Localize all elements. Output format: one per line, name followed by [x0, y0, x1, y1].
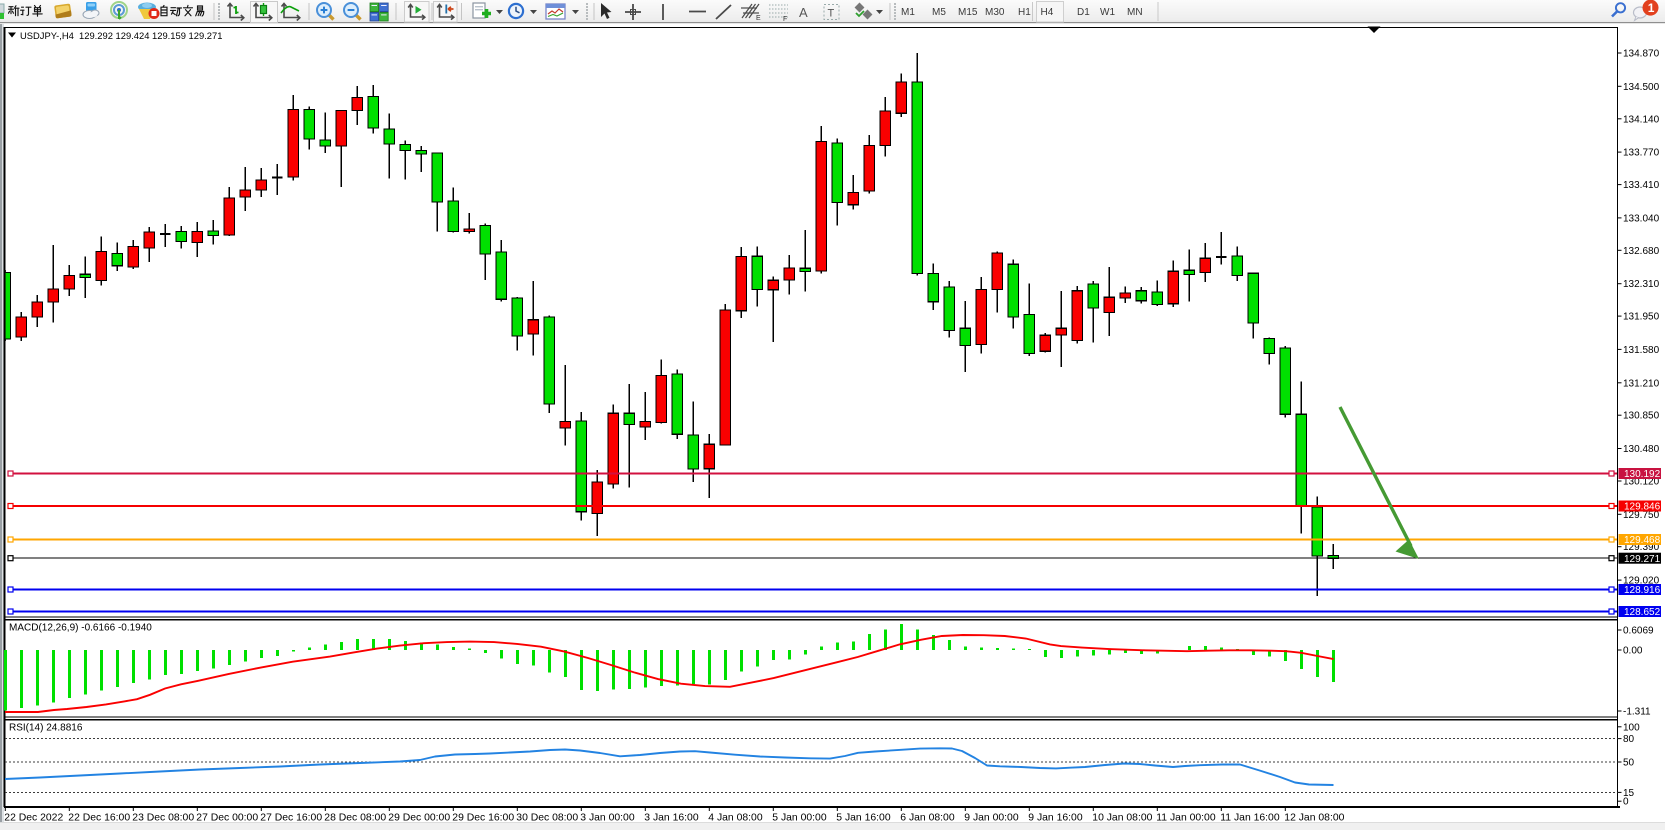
svg-text:22 Dec 16:00: 22 Dec 16:00	[68, 812, 130, 823]
svg-text:M30: M30	[985, 7, 1005, 18]
svg-text:130.120: 130.120	[1623, 477, 1660, 488]
svg-text:4 Jan 08:00: 4 Jan 08:00	[708, 812, 763, 823]
svg-text:131.950: 131.950	[1623, 312, 1660, 323]
svg-text:6 Jan 08:00: 6 Jan 08:00	[900, 812, 955, 823]
svg-text:9 Jan 00:00: 9 Jan 00:00	[964, 812, 1019, 823]
svg-text:134.500: 134.500	[1623, 82, 1660, 93]
svg-text:11 Jan 00:00: 11 Jan 00:00	[1156, 812, 1216, 823]
svg-text:M15: M15	[958, 7, 978, 18]
svg-text:A: A	[799, 5, 808, 20]
svg-text:29 Dec 16:00: 29 Dec 16:00	[452, 812, 514, 823]
svg-text:USDJPY-,H4 129.292 129.424 12: USDJPY-,H4 129.292 129.424 129.159 129.2…	[20, 30, 222, 41]
svg-text:3 Jan 00:00: 3 Jan 00:00	[580, 812, 635, 823]
svg-text:0.6069: 0.6069	[1623, 626, 1654, 637]
svg-text:12 Jan 08:00: 12 Jan 08:00	[1284, 812, 1344, 823]
svg-text:133.770: 133.770	[1623, 148, 1660, 159]
svg-text:T: T	[828, 8, 835, 20]
svg-text:MACD(12,26,9) -0.6166 -0.1940: MACD(12,26,9) -0.6166 -0.1940	[9, 623, 152, 634]
svg-text:9 Jan 16:00: 9 Jan 16:00	[1028, 812, 1083, 823]
svg-text:10 Jan 08:00: 10 Jan 08:00	[1092, 812, 1152, 823]
svg-text:MN: MN	[1127, 7, 1143, 18]
svg-text:3 Jan 16:00: 3 Jan 16:00	[644, 812, 699, 823]
svg-text:W1: W1	[1100, 7, 1115, 18]
svg-text:22 Dec 2022: 22 Dec 2022	[4, 812, 63, 823]
svg-text:133.410: 133.410	[1623, 180, 1660, 191]
svg-text:RSI(14) 24.8816: RSI(14) 24.8816	[9, 723, 83, 734]
svg-text:E: E	[756, 15, 761, 22]
svg-text:1: 1	[1648, 1, 1655, 15]
svg-text:11 Jan 16:00: 11 Jan 16:00	[1220, 812, 1280, 823]
svg-text:100: 100	[1623, 722, 1640, 733]
svg-text:D1: D1	[1077, 7, 1090, 18]
svg-text:133.040: 133.040	[1623, 213, 1660, 224]
svg-text:134.140: 134.140	[1623, 114, 1660, 125]
svg-text:5 Jan 16:00: 5 Jan 16:00	[836, 812, 891, 823]
svg-text:-1.311: -1.311	[1623, 707, 1651, 718]
svg-text:M5: M5	[932, 7, 946, 18]
svg-text:129.271: 129.271	[1624, 554, 1661, 565]
svg-text:0: 0	[1623, 797, 1629, 808]
svg-text:128.916: 128.916	[1624, 585, 1661, 596]
svg-text:H1: H1	[1018, 7, 1031, 18]
svg-text:131.580: 131.580	[1623, 345, 1660, 356]
svg-text:0.00: 0.00	[1623, 646, 1643, 657]
svg-text:F: F	[783, 16, 787, 23]
svg-text:129.020: 129.020	[1623, 576, 1660, 587]
svg-text:29 Dec 00:00: 29 Dec 00:00	[388, 812, 450, 823]
svg-text:134.870: 134.870	[1623, 49, 1660, 60]
svg-text:132.310: 132.310	[1623, 279, 1660, 290]
svg-text:129.846: 129.846	[1624, 502, 1661, 513]
svg-text:M1: M1	[901, 7, 915, 18]
svg-text:50: 50	[1623, 758, 1635, 769]
svg-text:130.480: 130.480	[1623, 444, 1660, 455]
svg-text:15: 15	[1623, 788, 1635, 799]
svg-text:128.652: 128.652	[1624, 607, 1661, 618]
svg-text:130.850: 130.850	[1623, 411, 1660, 422]
svg-text:27 Dec 16:00: 27 Dec 16:00	[260, 812, 322, 823]
svg-text:30 Dec 08:00: 30 Dec 08:00	[516, 812, 578, 823]
svg-text:5 Jan 00:00: 5 Jan 00:00	[772, 812, 827, 823]
svg-text:129.750: 129.750	[1623, 510, 1660, 521]
svg-text:129.468: 129.468	[1624, 535, 1661, 546]
svg-text:130.192: 130.192	[1624, 469, 1661, 480]
svg-text:131.210: 131.210	[1623, 378, 1660, 389]
svg-text:80: 80	[1623, 734, 1635, 745]
svg-text:28 Dec 08:00: 28 Dec 08:00	[324, 812, 386, 823]
svg-text:23 Dec 08:00: 23 Dec 08:00	[132, 812, 194, 823]
svg-text:129.390: 129.390	[1623, 542, 1660, 553]
svg-text:H4: H4	[1041, 7, 1054, 18]
svg-text:132.680: 132.680	[1623, 246, 1660, 257]
svg-text:27 Dec 00:00: 27 Dec 00:00	[196, 812, 258, 823]
